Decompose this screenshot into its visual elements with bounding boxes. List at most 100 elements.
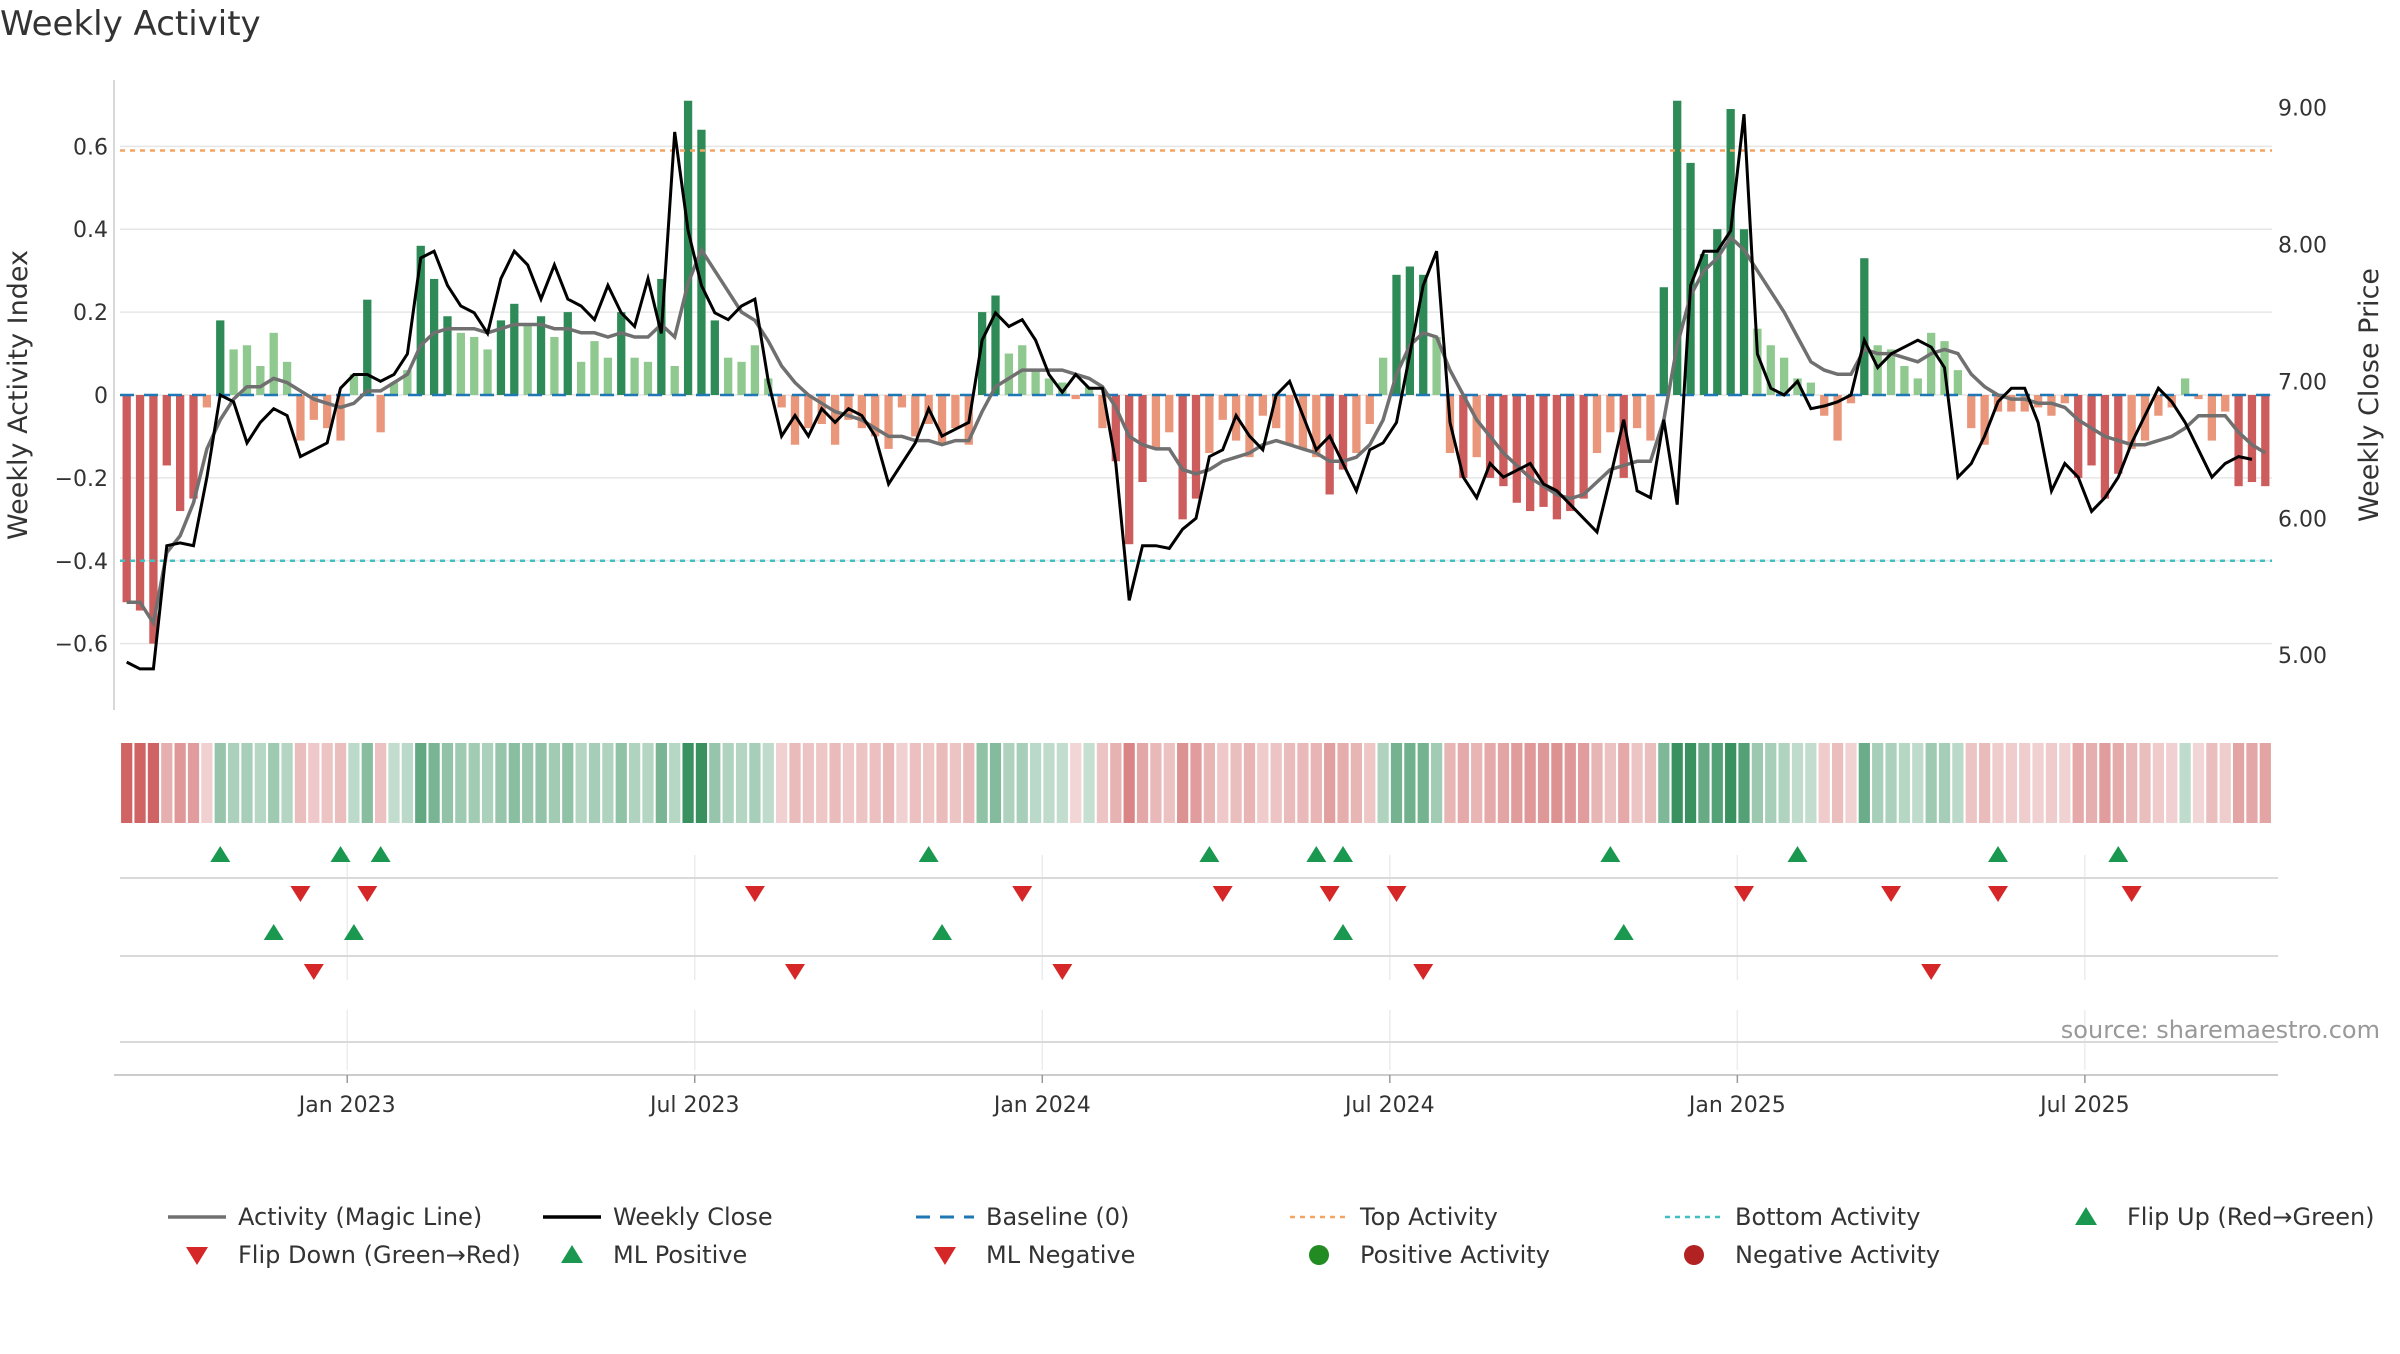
- heat-cell: [695, 743, 708, 823]
- heat-cell: [254, 743, 266, 823]
- activity-bar: [269, 332, 278, 395]
- activity-bar: [1913, 378, 1922, 395]
- heat-cell: [1618, 743, 1630, 823]
- heat-cell: [174, 743, 186, 823]
- activity-bar: [470, 336, 479, 395]
- activity-bar: [2154, 395, 2163, 416]
- activity-bar: [429, 278, 439, 395]
- activity-bar: [1151, 395, 1161, 449]
- activity-bar: [576, 361, 586, 395]
- activity-bar: [256, 365, 265, 395]
- activity-bar: [1298, 395, 1308, 449]
- activity-bar: [416, 245, 425, 395]
- legend-label: Flip Up (Red→Green): [2127, 1203, 2375, 1231]
- heat-cell: [1765, 743, 1777, 823]
- legend-label: Top Activity: [1359, 1203, 1498, 1231]
- heat-cell: [1484, 743, 1496, 823]
- heat-cell: [2099, 743, 2111, 823]
- x-tick-label: Jan 2023: [297, 1093, 396, 1118]
- legend-item: Baseline (0): [916, 1203, 1129, 1231]
- source-label: source: sharemaestro.com: [2061, 1016, 2380, 1044]
- activity-bar: [1619, 395, 1628, 478]
- heat-cell: [762, 743, 774, 823]
- flip-down-marker: [290, 886, 311, 902]
- legend-swatch: [934, 1247, 956, 1265]
- right-tick-label: 5.00: [2278, 644, 2327, 669]
- heat-cell: [2005, 743, 2017, 823]
- activity-bar: [323, 395, 332, 429]
- heat-cell: [1658, 743, 1670, 823]
- flip-up-marker: [1787, 846, 1808, 862]
- heat-cell: [2126, 743, 2138, 823]
- activity-bar: [483, 349, 492, 395]
- activity-bar: [1191, 395, 1201, 499]
- heat-cell: [1631, 743, 1643, 823]
- x-tick-label: Jul 2025: [2038, 1093, 2130, 1118]
- legend-item: Flip Down (Green→Red): [186, 1241, 521, 1269]
- heat-cell: [1711, 743, 1723, 823]
- activity-bar: [229, 349, 238, 395]
- heat-cell: [1578, 743, 1590, 823]
- activity-bar: [2194, 395, 2203, 400]
- heat-cell: [468, 743, 480, 823]
- activity-bar: [1753, 328, 1762, 395]
- activity-bar: [443, 316, 452, 395]
- activity-bar: [1071, 395, 1080, 400]
- ml-negative-marker: [1921, 964, 1942, 980]
- activity-bar: [1793, 378, 1802, 395]
- activity-bar: [1646, 395, 1655, 441]
- activity-bar: [790, 395, 800, 445]
- activity-bar: [683, 100, 693, 395]
- right-tick-label: 7.00: [2278, 370, 2327, 395]
- heat-cell: [1684, 743, 1697, 823]
- heat-cell: [2112, 743, 2124, 823]
- legend-item: Top Activity: [1290, 1203, 1498, 1231]
- activity-bar: [282, 361, 292, 395]
- activity-bar: [1953, 370, 1963, 395]
- heat-cell: [2179, 743, 2191, 823]
- activity-bar: [456, 332, 465, 395]
- activity-bar: [710, 320, 719, 395]
- heat-cell: [802, 743, 814, 823]
- activity-bar: [2087, 395, 2096, 466]
- activity-bar: [1165, 395, 1174, 433]
- activity-bar: [1004, 353, 1014, 395]
- left-axis-label: Weekly Activity Index: [3, 250, 34, 540]
- activity-bar: [1098, 395, 1107, 429]
- heat-cell: [1979, 743, 1991, 823]
- heat-cell: [1564, 743, 1576, 823]
- heat-cell: [1003, 743, 1015, 823]
- activity-bar: [336, 395, 345, 441]
- heat-cell: [1791, 743, 1804, 823]
- activity-bar: [884, 395, 893, 449]
- legend-item: Activity (Magic Line): [168, 1203, 482, 1231]
- activity-bar: [2100, 395, 2110, 499]
- heat-cell: [1243, 743, 1256, 823]
- x-tick-label: Jul 2024: [1343, 1093, 1435, 1118]
- heat-cell: [361, 743, 373, 823]
- heat-cell: [134, 743, 146, 823]
- heat-cell: [2246, 743, 2258, 823]
- activity-bar: [1739, 229, 1749, 395]
- activity-bar: [951, 395, 960, 429]
- heat-cell: [187, 743, 200, 823]
- activity-bar: [1125, 395, 1134, 545]
- heat-cell: [535, 743, 547, 823]
- activity-bar: [1031, 370, 1040, 395]
- chart-title: Weekly Activity: [0, 4, 261, 44]
- activity-bar: [737, 361, 746, 395]
- activity-bar: [1138, 395, 1147, 483]
- activity-bar: [2020, 395, 2029, 412]
- activity-bar: [1980, 395, 1989, 445]
- heat-cell: [976, 743, 988, 823]
- flip-up-marker: [370, 846, 391, 862]
- heat-cell: [682, 743, 694, 823]
- activity-bar: [176, 395, 185, 512]
- heat-cell: [1283, 743, 1296, 823]
- activity-bar: [403, 370, 412, 395]
- activity-bar: [2261, 395, 2270, 487]
- heat-cell: [2206, 743, 2218, 823]
- heat-cell: [1497, 743, 1510, 823]
- heat-cell: [2072, 743, 2084, 823]
- activity-bar: [135, 395, 145, 611]
